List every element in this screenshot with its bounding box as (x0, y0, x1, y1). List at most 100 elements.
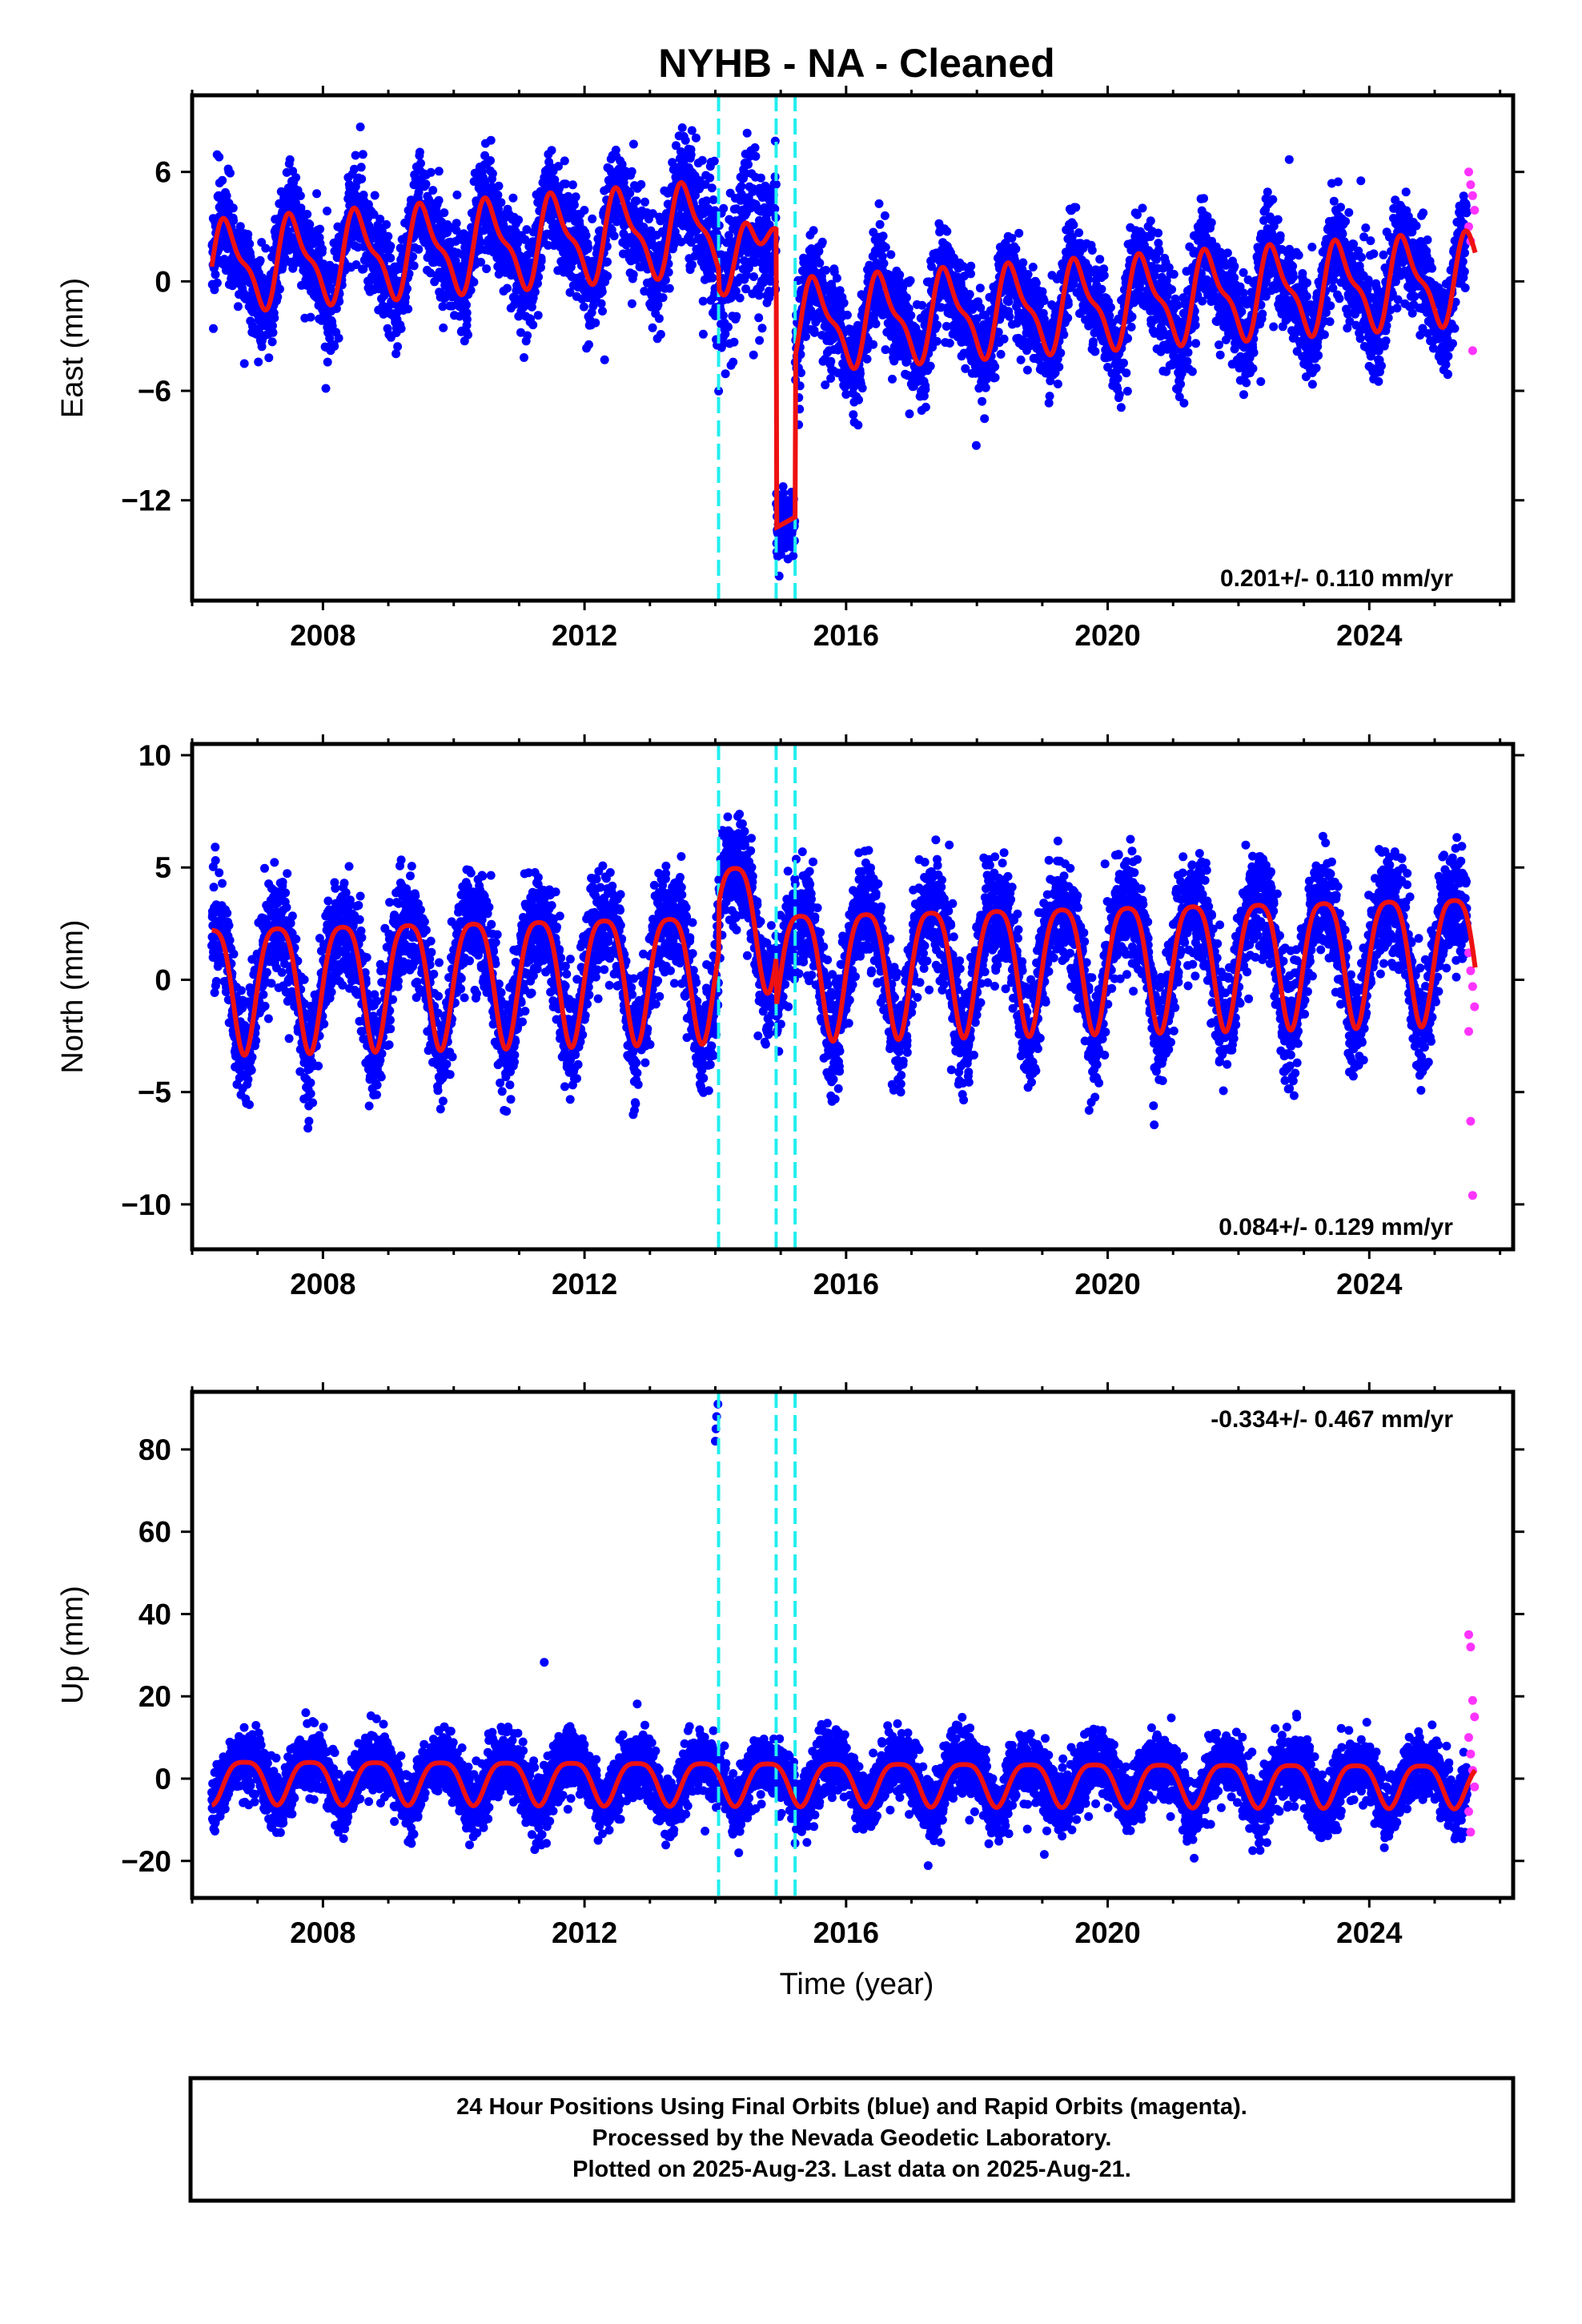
final-orbit-point (751, 152, 760, 161)
final-orbit-point (229, 203, 238, 212)
final-orbit-point (226, 169, 235, 178)
final-orbit-point (629, 140, 638, 149)
final-orbit-point (880, 259, 889, 267)
final-orbit-point (270, 314, 279, 323)
east-data-points (208, 123, 1480, 581)
final-orbit-point (840, 299, 849, 308)
timeseries-figure: NYHB - NA - Cleaned 60−6−12 2008 2012 2016… (0, 0, 1582, 2324)
final-orbit-point (976, 283, 985, 292)
final-orbit-point (719, 312, 728, 320)
final-orbit-point (982, 384, 990, 392)
final-orbit-point (393, 342, 402, 351)
final-orbit-point (386, 254, 395, 263)
final-orbit-point (534, 311, 543, 320)
final-orbit-point (520, 353, 528, 362)
final-orbit-point (323, 358, 332, 367)
final-orbit-point (972, 441, 981, 450)
final-orbit-point (469, 278, 478, 287)
final-orbit-point (678, 123, 687, 132)
final-orbit-point (487, 136, 496, 145)
final-orbit-point (875, 199, 884, 208)
final-orbit-point (1115, 390, 1124, 399)
final-orbit-point (229, 216, 238, 225)
final-orbit-point (275, 285, 284, 294)
final-orbit-point (681, 136, 690, 145)
final-orbit-point (966, 262, 975, 271)
final-orbit-point (1059, 330, 1068, 339)
final-orbit-point (268, 337, 277, 346)
final-orbit-point (495, 182, 504, 191)
final-orbit-point (636, 180, 645, 189)
final-orbit-point (821, 266, 830, 275)
final-orbit-point (584, 243, 592, 251)
final-orbit-point (493, 191, 502, 199)
final-orbit-point (826, 374, 835, 383)
final-orbit-point (628, 300, 636, 308)
final-orbit-point (323, 207, 331, 215)
final-orbit-point (356, 123, 365, 131)
final-orbit-point (902, 293, 911, 302)
final-orbit-point (603, 271, 612, 280)
final-orbit-point (754, 313, 763, 322)
final-orbit-point (416, 159, 425, 168)
final-orbit-point (1123, 334, 1132, 343)
final-orbit-point (1064, 300, 1073, 309)
final-orbit-point (1074, 228, 1083, 237)
final-orbit-point (755, 336, 764, 345)
final-orbit-point (879, 231, 888, 240)
final-orbit-point (737, 182, 746, 191)
final-orbit-point (872, 320, 881, 328)
final-orbit-point (452, 219, 461, 227)
final-orbit-point (1098, 285, 1106, 294)
final-orbit-point (568, 180, 577, 189)
final-orbit-point (736, 294, 745, 303)
final-orbit-point (721, 369, 730, 378)
final-orbit-point (926, 362, 935, 371)
final-orbit-point (1029, 263, 1038, 271)
final-orbit-point (422, 179, 431, 188)
final-orbit-point (921, 385, 930, 394)
final-orbit-point (946, 339, 954, 348)
final-orbit-point (256, 256, 265, 265)
final-orbit-point (991, 373, 1000, 382)
final-orbit-point (809, 226, 818, 235)
final-orbit-point (528, 320, 537, 329)
final-orbit-point (382, 220, 391, 229)
final-orbit-point (729, 358, 737, 367)
final-orbit-point (1117, 403, 1126, 412)
final-orbit-point (240, 360, 249, 368)
final-orbit-point (826, 357, 835, 366)
final-orbit-point (598, 307, 607, 316)
final-orbit-point (514, 215, 523, 224)
final-orbit-point (856, 369, 865, 378)
final-orbit-point (410, 261, 419, 270)
final-orbit-point (335, 334, 343, 343)
final-orbit-point (710, 157, 719, 166)
final-orbit-point (218, 176, 227, 185)
final-orbit-point (591, 319, 600, 328)
final-orbit-point (428, 186, 437, 195)
final-orbit-point (810, 328, 819, 337)
final-orbit-point (213, 279, 222, 287)
final-orbit-point (318, 244, 327, 253)
final-orbit-point (881, 211, 889, 220)
final-orbit-point (603, 258, 612, 267)
final-orbit-point (933, 337, 942, 346)
final-orbit-point (1122, 368, 1130, 377)
final-orbit-point (801, 332, 810, 341)
final-orbit-point (209, 324, 218, 333)
final-orbit-point (580, 303, 588, 312)
final-orbit-point (215, 153, 223, 162)
final-orbit-point (496, 198, 505, 207)
final-orbit-point (709, 195, 718, 204)
final-orbit-point (261, 244, 270, 253)
final-orbit-point (1089, 337, 1098, 346)
final-orbit-point (464, 331, 472, 340)
final-orbit-point (966, 269, 975, 278)
final-orbit-point (269, 328, 278, 337)
final-orbit-point (1024, 270, 1033, 279)
final-orbit-point (404, 304, 412, 313)
final-orbit-point (978, 397, 986, 406)
final-orbit-point (1005, 312, 1014, 321)
final-orbit-point (1070, 279, 1078, 288)
